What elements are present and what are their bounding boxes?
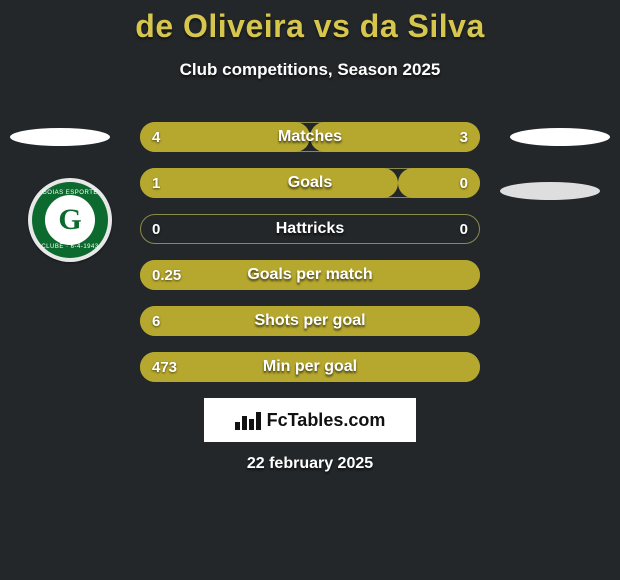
stat-label: Hattricks (140, 214, 480, 244)
brand-badge: FcTables.com (204, 398, 416, 442)
stat-row: 0.25Goals per match (140, 260, 480, 290)
player-slot-right-1 (510, 128, 610, 146)
crest-ring-bottom: CLUBE · 6-4-1943 (28, 244, 112, 250)
page-title: de Oliveira vs da Silva (0, 8, 620, 45)
club-crest: G GOIAS ESPORTE CLUBE · 6-4-1943 (28, 178, 112, 262)
stat-label: Goals per match (140, 260, 480, 290)
brand-text: FcTables.com (267, 410, 386, 431)
stat-row: 473Min per goal (140, 352, 480, 382)
stat-label: Matches (140, 122, 480, 152)
brand-bars-icon (235, 410, 261, 430)
crest-ring-top: GOIAS ESPORTE (28, 190, 112, 196)
stat-row: 6Shots per goal (140, 306, 480, 336)
stat-row: 43Matches (140, 122, 480, 152)
stat-row: 10Goals (140, 168, 480, 198)
page-subtitle: Club competitions, Season 2025 (0, 60, 620, 80)
date-text: 22 february 2025 (0, 455, 620, 473)
stat-label: Shots per goal (140, 306, 480, 336)
stat-rows: 43Matches 10Goals 00Hattricks 0.25Goals per… (140, 122, 480, 398)
stat-label: Min per goal (140, 352, 480, 382)
crest-letter: G (58, 203, 81, 237)
stat-row: 00Hattricks (140, 214, 480, 244)
player-slot-left (10, 128, 110, 146)
stat-label: Goals (140, 168, 480, 198)
infographic: de Oliveira vs da Silva Club competition… (0, 0, 620, 580)
player-slot-right-2 (500, 182, 600, 200)
